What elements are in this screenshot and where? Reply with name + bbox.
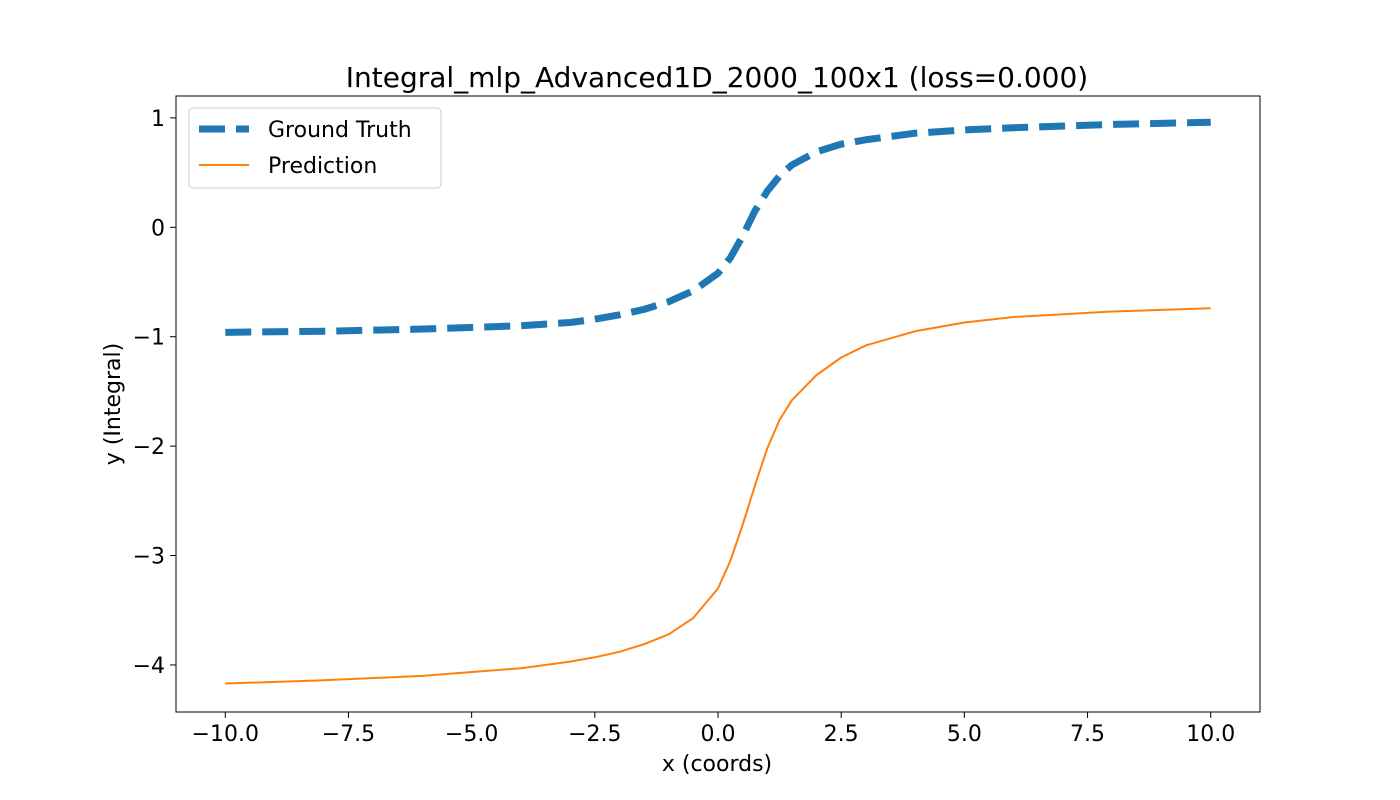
legend-label: Ground Truth [268, 118, 412, 143]
x-tick-label: −5.0 [445, 722, 498, 747]
series-line-ground-truth [225, 118, 1211, 336]
legend-label: Prediction [268, 154, 377, 179]
y-tick-label: −2 [133, 435, 165, 460]
x-tick-label: 5.0 [947, 722, 982, 747]
legend-box [188, 107, 442, 189]
plot-area [225, 118, 1211, 685]
y-axis-label: y (Integral) [101, 343, 126, 465]
y-tick-label: −4 [133, 654, 165, 679]
x-tick-label: 7.5 [1070, 722, 1105, 747]
y-tick-label: −3 [133, 545, 165, 570]
x-tick-label: −2.5 [568, 722, 621, 747]
chart-title: Integral_mlp_Advanced1D_2000_100x1 (loss… [346, 61, 1088, 94]
x-axis: −10.0 −7.5 −5.0 −2.5 0.0 2.5 5.0 7.5 10.0 [192, 712, 1235, 747]
y-tick-label: 1 [151, 107, 165, 132]
y-tick-label: 0 [151, 216, 165, 241]
x-tick-label: −10.0 [192, 722, 259, 747]
y-axis: 1 0 −1 −2 −3 −4 [133, 107, 176, 679]
x-axis-label: x (coords) [662, 752, 772, 777]
series-line-prediction [225, 307, 1211, 685]
x-tick-label: 2.5 [824, 722, 859, 747]
x-tick-label: 0.0 [701, 722, 736, 747]
legend: Ground Truth Prediction [188, 107, 442, 189]
x-tick-label: 10.0 [1186, 722, 1235, 747]
x-tick-label: −7.5 [322, 722, 375, 747]
y-tick-label: −1 [133, 326, 165, 351]
